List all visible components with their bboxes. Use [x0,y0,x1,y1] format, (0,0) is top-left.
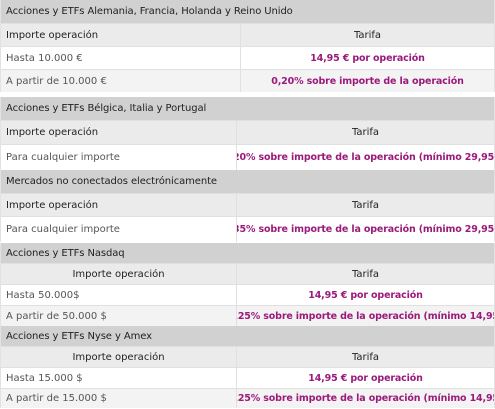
table-row: A partir de 50.000 $ 0,125% sobre import… [1,305,494,326]
column-header-importe: Importe operación [1,194,237,216]
tarifa-cell: 14,95 € por operación [308,289,423,301]
section-title: Acciones y ETFs Nyse y Amex [1,326,494,346]
section-nyse-amex: Acciones y ETFs Nyse y Amex Importe oper… [0,326,495,408]
importe-cell: Para cualquier importe [1,217,237,242]
section-title: Acciones y ETFs Bélgica, Italia y Portug… [1,97,494,120]
table-row: Hasta 50.000$ 14,95 € por operación [1,284,494,305]
tarifa-cell: 14,95 € por operación [310,52,425,64]
column-header-importe: Importe operación [1,121,237,144]
tarifa-cell: 0,125% sobre importe de la operación (mí… [237,393,494,404]
tarifa-cell: 0,20% sobre importe de la operación (mín… [237,152,494,163]
importe-cell: A partir de 10.000 € [1,70,241,92]
importe-cell: Para cualquier importe [1,145,237,170]
column-header-row: Importe operación Tarifa [1,346,494,367]
tarifa-cell: 14,95 € por operación [308,372,423,384]
column-header-importe: Importe operación [1,347,237,367]
section-belgica-italia-portugal: Acciones y ETFs Bélgica, Italia y Portug… [0,97,495,170]
importe-cell: A partir de 50.000 $ [1,306,237,326]
section-title: Mercados no conectados electrónicamente [1,170,494,193]
column-header-importe: Importe operación [1,264,237,284]
tarifa-cell: 0,20% sobre importe de la operación [271,75,464,87]
importe-cell: Hasta 15.000 $ [1,368,237,388]
column-header-row: Importe operación Tarifa [1,120,494,144]
importe-cell: Hasta 50.000$ [1,285,237,305]
section-mercados-no-conectados: Mercados no conectados electrónicamente … [0,170,495,242]
table-row: Para cualquier importe 0,35% sobre impor… [1,216,494,242]
section-title: Acciones y ETFs Alemania, Francia, Holan… [1,0,494,23]
column-header-tarifa: Tarifa [351,127,380,138]
section-title: Acciones y ETFs Nasdaq [1,243,494,263]
table-row: A partir de 10.000 € 0,20% sobre importe… [1,69,494,92]
tarifa-cell: 0,35% sobre importe de la operación (mín… [237,224,494,235]
importe-cell: A partir de 15.000 $ [1,389,237,408]
table-row: Hasta 10.000 € 14,95 € por operación [1,46,494,69]
column-header-row: Importe operación Tarifa [1,23,494,46]
column-header-tarifa: Tarifa [351,351,380,363]
table-row: Para cualquier importe 0,20% sobre impor… [1,144,494,170]
column-header-row: Importe operación Tarifa [1,193,494,216]
table-row: A partir de 15.000 $ 0,125% sobre import… [1,388,494,408]
column-header-tarifa: Tarifa [353,29,382,41]
section-alemania-francia-holanda-reino-unido: Acciones y ETFs Alemania, Francia, Holan… [0,0,495,92]
column-header-tarifa: Tarifa [351,268,380,280]
column-header-tarifa: Tarifa [351,199,380,211]
table-row: Hasta 15.000 $ 14,95 € por operación [1,367,494,388]
tarifa-cell: 0,125% sobre importe de la operación (mí… [237,310,494,322]
section-nasdaq: Acciones y ETFs Nasdaq Importe operación… [0,243,495,326]
column-header-importe: Importe operación [1,24,241,46]
column-header-row: Importe operación Tarifa [1,263,494,284]
importe-cell: Hasta 10.000 € [1,47,241,69]
